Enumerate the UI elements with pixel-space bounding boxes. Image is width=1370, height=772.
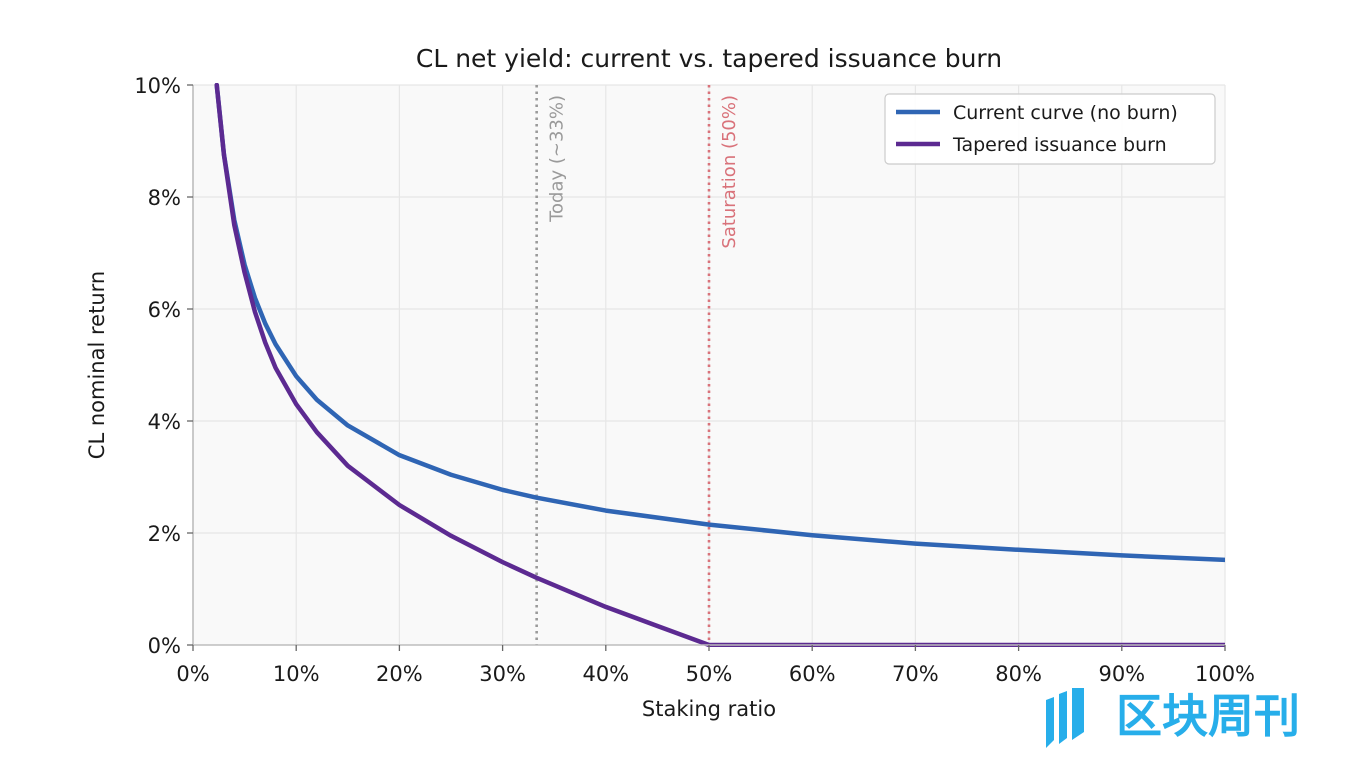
x-tick-label: 70%: [892, 662, 939, 686]
tick-labels: 0% 10% 20% 30% 40% 50% 60% 70% 80% 90% 100% 0% 2% 4% 6…: [134, 74, 1255, 686]
x-tick-label: 20%: [376, 662, 423, 686]
x-tick-label: 30%: [479, 662, 526, 686]
x-tick-label: 10%: [273, 662, 320, 686]
watermark-text: 区块周刊: [1116, 689, 1300, 743]
x-tick-label: 50%: [686, 662, 733, 686]
watermark-logo-mark: [1046, 688, 1084, 748]
x-tick-label: 0%: [176, 662, 209, 686]
legend: Current curve (no burn) Tapered issuance…: [884, 93, 1216, 165]
x-axis-title: Staking ratio: [642, 697, 776, 721]
y-tick-label: 6%: [148, 298, 181, 322]
x-tick-label: 40%: [582, 662, 629, 686]
y-tick-label: 4%: [148, 410, 181, 434]
watermark-logo: 区块周刊: [1046, 688, 1300, 748]
legend-label-current-curve: Current curve (no burn): [953, 102, 1178, 124]
series-line-0: [214, 83, 1225, 563]
x-tick-label: 80%: [995, 662, 1042, 686]
y-tick-label: 8%: [148, 186, 181, 210]
x-tick-label: 90%: [1098, 662, 1145, 686]
legend-label-tapered-burn: Tapered issuance burn: [952, 134, 1167, 156]
reference-lines: Today (~33%) Saturation (50%): [535, 85, 740, 645]
legend-box: [884, 93, 1216, 165]
y-axis-title: CL nominal return: [85, 271, 109, 459]
reference-line-label-1: Saturation (50%): [719, 95, 740, 249]
x-tick-label: 60%: [789, 662, 836, 686]
y-tick-label: 10%: [134, 74, 181, 98]
x-tick-label: 100%: [1195, 662, 1255, 686]
reference-line-label-0: Today (~33%): [547, 95, 568, 223]
y-tick-label: 0%: [148, 634, 181, 658]
chart-title: CL net yield: current vs. tapered issuan…: [416, 44, 1002, 73]
y-tick-label: 2%: [148, 522, 181, 546]
